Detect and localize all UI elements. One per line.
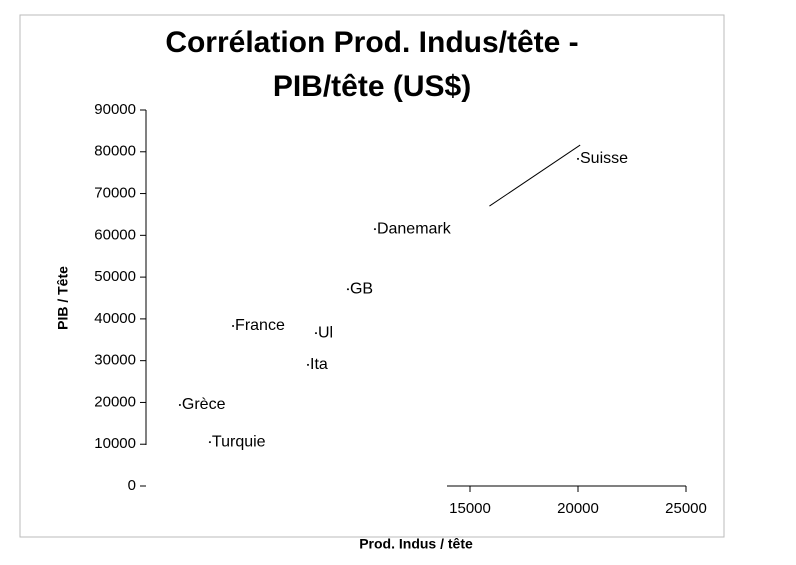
chart-subtitle: PIB/tête (US$) <box>273 70 471 103</box>
y-tick-label: 70000 <box>94 185 136 202</box>
y-tick-label: 10000 <box>94 435 136 452</box>
y-tick-label: 0 <box>128 477 136 494</box>
y-tick-label: 50000 <box>94 268 136 285</box>
point-label: Ita <box>310 356 328 373</box>
y-tick-label: 90000 <box>94 101 136 118</box>
point-label: Grèce <box>182 396 226 413</box>
y-tick-label: 60000 <box>94 226 136 243</box>
x-tick-label: 15000 <box>449 500 491 517</box>
point-label: Danemark <box>377 220 452 237</box>
chart-title: Corrélation Prod. Indus/tête - <box>165 26 578 59</box>
point <box>208 441 211 444</box>
y-axis-label: PIB / Tête <box>55 266 71 330</box>
x-tick-label: 20000 <box>557 500 599 517</box>
point <box>577 157 579 160</box>
x-tick-label: 25000 <box>665 500 707 517</box>
point <box>314 332 317 335</box>
point <box>232 324 235 327</box>
y-tick-label: 80000 <box>94 143 136 160</box>
trend-line <box>489 144 581 207</box>
y-tick-label: 30000 <box>94 352 136 369</box>
point <box>307 363 309 366</box>
point-label: Ul <box>318 324 333 341</box>
point <box>178 403 181 406</box>
point <box>346 288 349 291</box>
x-axis-label: Prod. Indus / tête <box>359 536 473 552</box>
point <box>373 228 376 231</box>
point-label: Turquie <box>212 433 266 450</box>
point-label: GB <box>350 280 373 297</box>
point-label: Suisse <box>580 150 628 167</box>
y-tick-label: 20000 <box>94 393 136 410</box>
point-label: France <box>235 317 285 334</box>
y-tick-label: 40000 <box>94 310 136 327</box>
chart-frame <box>19 14 725 538</box>
